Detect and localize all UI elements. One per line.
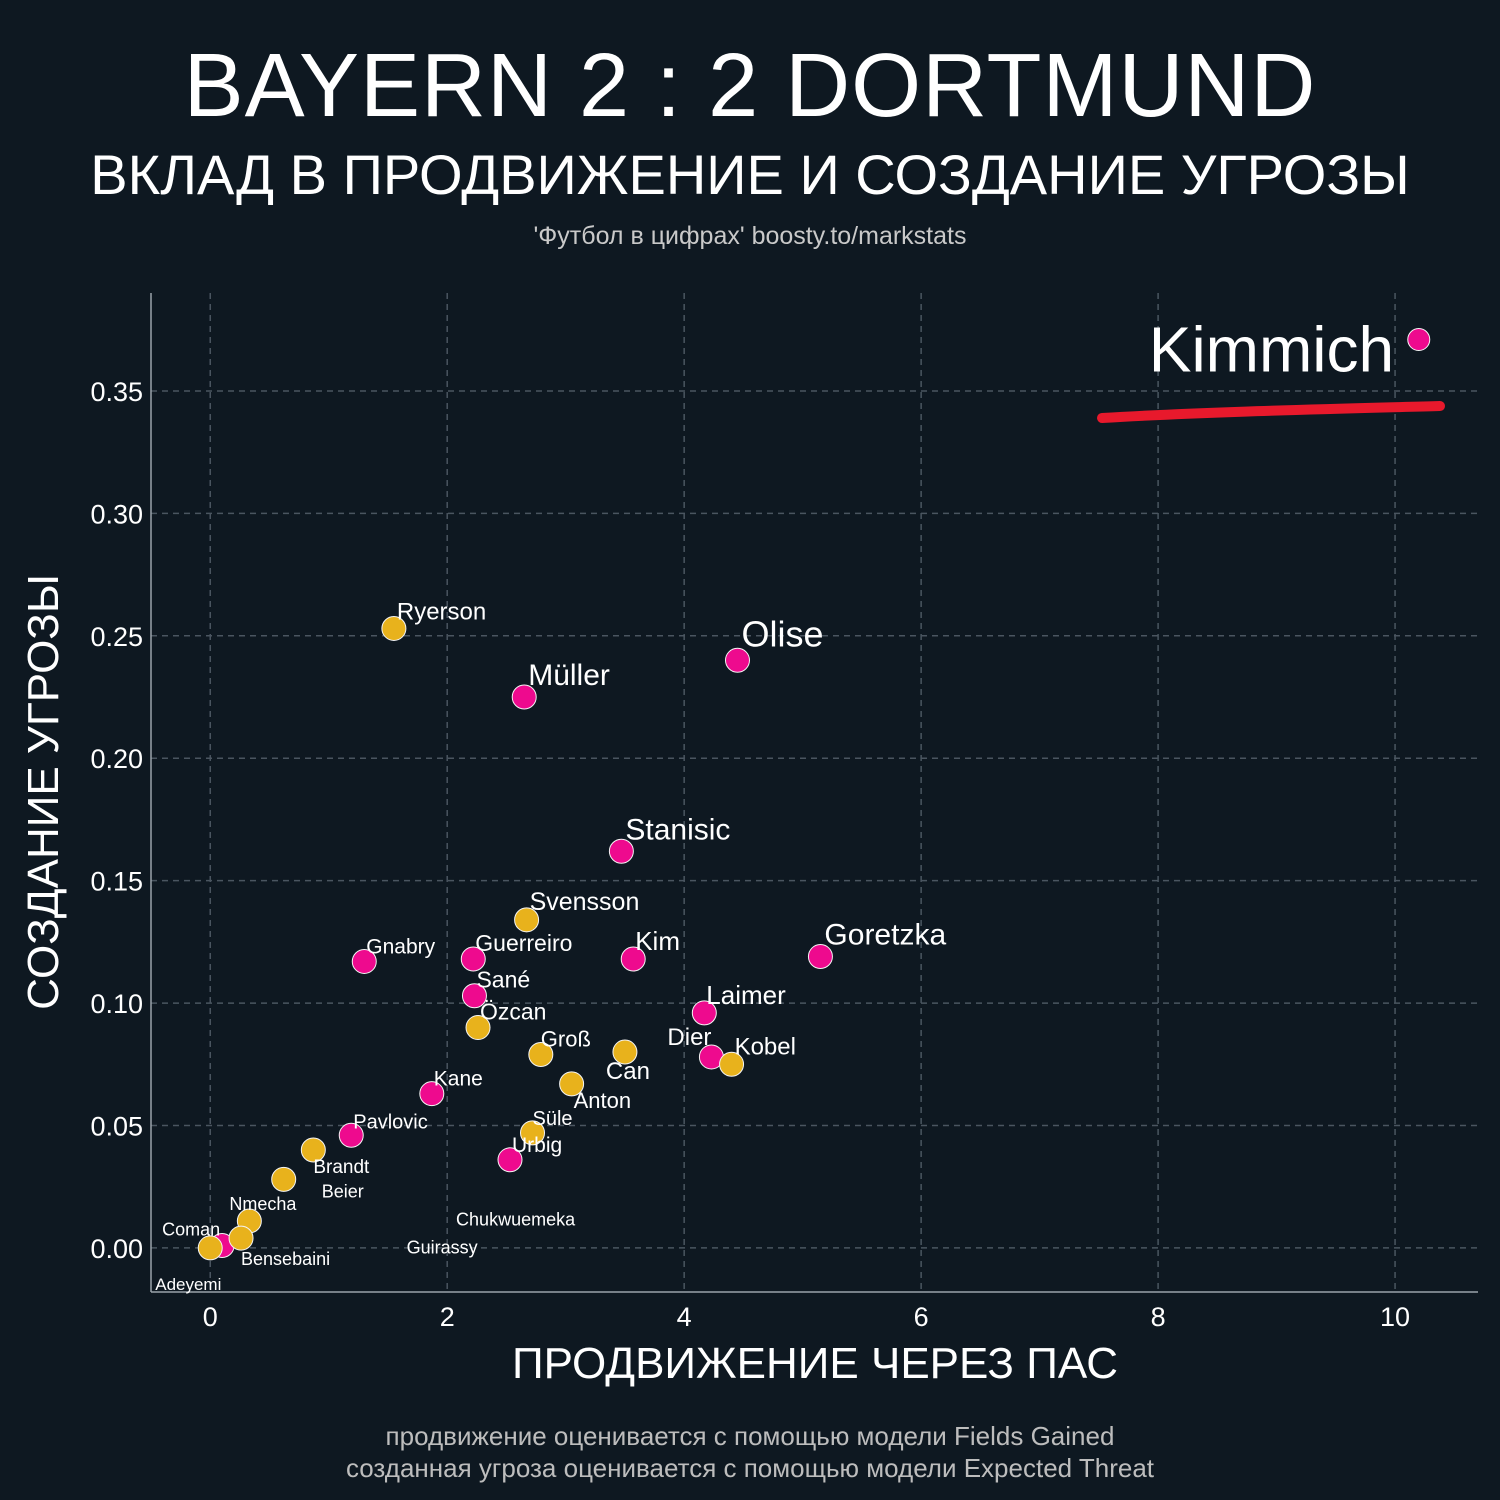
point-ryerson (381, 615, 407, 641)
label-dier: Dier (667, 1024, 711, 1051)
y-tick-label: 0.20 (90, 744, 143, 774)
point-kim (620, 946, 646, 972)
label-anton: Anton (574, 1088, 632, 1113)
y-axis-title: СОЗДАНИЕ УГРОЗЫ (19, 574, 68, 1010)
x-tick-label: 0 (203, 1302, 218, 1332)
y-tick-label: 0.35 (90, 377, 143, 407)
x-tick-label: 8 (1151, 1302, 1166, 1332)
label-sané: Sané (476, 967, 530, 993)
y-tick-label: 0.25 (90, 622, 143, 652)
label-kobel: Kobel (735, 1033, 796, 1060)
axes: 0 2 4 6 8 10 0.00 0.05 0.10 0.15 0.20 0.25 0.30 0.35 (90, 293, 1478, 1332)
label-olise: Olise (741, 613, 823, 654)
footnote: продвижение оценивается с помощью модели… (0, 1420, 1500, 1484)
label-can: Can (606, 1058, 650, 1085)
y-tick-label: 0.00 (90, 1234, 143, 1264)
y-tick-label: 0.15 (90, 867, 143, 897)
label-adeyemi: Adeyemi (155, 1275, 221, 1294)
highlight-underline (1097, 401, 1445, 423)
chart-title: BAYERN 2 : 2 DORTMUND (183, 36, 1317, 136)
point-müller (511, 684, 537, 710)
point-stanisic (608, 838, 634, 864)
label-coman: Coman (162, 1219, 220, 1239)
label-laimer: Laimer (706, 980, 786, 1010)
label-brandt: Brandt (313, 1157, 370, 1178)
label-groß: Groß (541, 1026, 591, 1051)
label-chukwuemeka: Chukwuemeka (456, 1209, 576, 1229)
point-olise (724, 647, 750, 673)
label-özcan: Özcan (480, 999, 546, 1025)
x-tick-label: 4 (677, 1302, 692, 1332)
footnote-line-1: продвижение оценивается с помощью модели… (385, 1421, 1115, 1451)
point-brandt (300, 1137, 326, 1163)
highlight-stroke (1097, 401, 1445, 423)
point-beier (271, 1166, 297, 1192)
point-kimmich (1407, 328, 1431, 352)
point-can (612, 1039, 638, 1065)
x-axis-title: ПРОДВИЖЕНИЕ ЧЕРЕЗ ПАС (512, 1339, 1118, 1388)
label-gnabry: Gnabry (366, 935, 435, 958)
point-pavlovic (338, 1122, 364, 1148)
label-ryerson: Ryerson (397, 598, 486, 625)
x-tick-label: 2 (440, 1302, 455, 1332)
footnote-line-2: созданная угроза оценивается с помощью м… (345, 1453, 1155, 1483)
y-tick-label: 0.30 (90, 499, 143, 529)
label-pavlovic: Pavlovic (353, 1111, 427, 1133)
label-urbig: Urbig (512, 1134, 562, 1157)
label-guerreiro: Guerreiro (475, 930, 572, 956)
point-goretzka (807, 944, 833, 970)
point-svensson (514, 907, 540, 933)
point-guerreiro (460, 946, 486, 972)
x-tick-label: 6 (914, 1302, 929, 1332)
grid (151, 293, 1478, 1292)
data-points (197, 328, 1431, 1261)
point-groß (528, 1041, 554, 1067)
point-urbig (497, 1147, 523, 1173)
point-adeyemi (197, 1235, 223, 1261)
y-tick-label: 0.10 (90, 989, 143, 1019)
point-süle (520, 1120, 546, 1146)
chart-source: 'Футбол в цифрах' boosty.to/markstats (533, 222, 967, 250)
label-kane: Kane (434, 1068, 483, 1091)
label-goretzka: Goretzka (824, 919, 946, 952)
label-svensson: Svensson (530, 888, 640, 916)
label-beier: Beier (322, 1181, 364, 1201)
x-tick-label: 10 (1380, 1302, 1410, 1332)
label-nmecha: Nmecha (229, 1194, 297, 1214)
point-anton (559, 1071, 585, 1097)
label-guirassy: Guirassy (407, 1237, 478, 1257)
label-bensebaini: Bensebaini (241, 1249, 330, 1269)
chart-subtitle: ВКЛАД В ПРОДВИЖЕНИЕ И СОЗДАНИЕ УГРОЗЫ (90, 143, 1410, 206)
label-kim: Kim (635, 926, 680, 956)
point-labels: Kimmich Olise Müller Stanisic Goretzka Kim Gna… (155, 314, 1394, 1294)
point-bensebaini (228, 1225, 254, 1251)
point-kane (419, 1081, 445, 1107)
point-sané (461, 983, 487, 1009)
y-tick-label: 0.05 (90, 1112, 143, 1142)
point-gnabry (351, 948, 377, 974)
label-stanisic: Stanisic (625, 813, 730, 846)
label-süle: Süle (533, 1108, 573, 1130)
point-laimer (691, 1000, 717, 1026)
label-kimmich: Kimmich (1149, 314, 1394, 386)
label-müller: Müller (528, 659, 610, 692)
point-özcan (465, 1015, 491, 1041)
point-kobel (719, 1051, 745, 1077)
